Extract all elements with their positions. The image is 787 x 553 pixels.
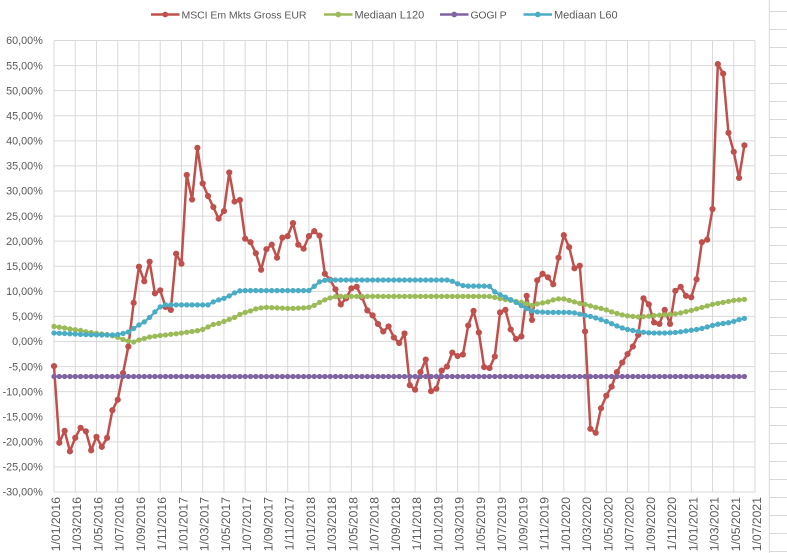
svg-text:MSCI Em Mkts Gross EUR: MSCI Em Mkts Gross EUR — [182, 9, 307, 21]
svg-text:1/01/2019: 1/01/2019 — [431, 497, 445, 551]
svg-text:15,00%: 15,00% — [6, 261, 43, 273]
svg-text:1/03/2016: 1/03/2016 — [70, 497, 84, 551]
svg-text:1/01/2020: 1/01/2020 — [559, 497, 573, 551]
svg-text:0,00%: 0,00% — [12, 336, 43, 348]
svg-text:1/01/2018: 1/01/2018 — [304, 497, 318, 551]
svg-text:50,00%: 50,00% — [6, 85, 43, 97]
svg-text:1/09/2018: 1/09/2018 — [389, 497, 403, 551]
svg-text:1/03/2018: 1/03/2018 — [325, 497, 339, 551]
svg-text:1/05/2021: 1/05/2021 — [729, 497, 743, 551]
svg-text:1/11/2020: 1/11/2020 — [665, 497, 679, 551]
svg-text:1/05/2018: 1/05/2018 — [346, 497, 360, 551]
svg-text:1/01/2021: 1/01/2021 — [686, 497, 700, 551]
svg-text:20,00%: 20,00% — [6, 236, 43, 248]
svg-text:-5,00%: -5,00% — [9, 361, 44, 373]
svg-text:-25,00%: -25,00% — [3, 462, 44, 474]
svg-text:1/11/2016: 1/11/2016 — [155, 497, 169, 551]
svg-text:1/07/2018: 1/07/2018 — [368, 497, 382, 551]
svg-text:Mediaan L120: Mediaan L120 — [355, 9, 425, 21]
svg-text:1/11/2017: 1/11/2017 — [283, 497, 297, 551]
svg-text:-15,00%: -15,00% — [3, 411, 44, 423]
svg-text:1/01/2017: 1/01/2017 — [176, 497, 190, 551]
svg-text:1/09/2016: 1/09/2016 — [134, 497, 148, 551]
svg-text:1/09/2019: 1/09/2019 — [516, 497, 530, 551]
svg-text:40,00%: 40,00% — [6, 136, 43, 148]
svg-text:25,00%: 25,00% — [6, 211, 43, 223]
svg-text:1/09/2017: 1/09/2017 — [261, 497, 275, 551]
svg-text:45,00%: 45,00% — [6, 110, 43, 122]
svg-text:Mediaan L60: Mediaan L60 — [554, 9, 618, 21]
svg-text:1/07/2017: 1/07/2017 — [240, 497, 254, 551]
svg-text:GOGI P: GOGI P — [471, 9, 507, 21]
svg-text:35,00%: 35,00% — [6, 161, 43, 173]
svg-text:5,00%: 5,00% — [12, 311, 43, 323]
svg-text:55,00%: 55,00% — [6, 60, 43, 72]
svg-text:1/03/2021: 1/03/2021 — [708, 497, 722, 551]
svg-text:1/07/2019: 1/07/2019 — [495, 497, 509, 551]
svg-text:1/09/2020: 1/09/2020 — [644, 497, 658, 551]
svg-text:1/05/2017: 1/05/2017 — [219, 497, 233, 551]
svg-text:1/11/2019: 1/11/2019 — [538, 497, 552, 551]
svg-text:-30,00%: -30,00% — [3, 487, 44, 499]
svg-text:10,00%: 10,00% — [6, 286, 43, 298]
svg-text:1/03/2019: 1/03/2019 — [453, 497, 467, 551]
svg-text:1/03/2020: 1/03/2020 — [580, 497, 594, 551]
svg-text:-20,00%: -20,00% — [3, 437, 44, 449]
svg-text:1/05/2019: 1/05/2019 — [474, 497, 488, 551]
svg-text:1/07/2020: 1/07/2020 — [623, 497, 637, 551]
svg-text:-10,00%: -10,00% — [3, 386, 44, 398]
svg-text:1/07/2021: 1/07/2021 — [750, 497, 764, 551]
svg-text:30,00%: 30,00% — [6, 186, 43, 198]
svg-text:1/07/2016: 1/07/2016 — [113, 497, 127, 551]
svg-text:1/05/2020: 1/05/2020 — [601, 497, 615, 551]
svg-text:60,00%: 60,00% — [6, 35, 43, 47]
svg-text:1/01/2016: 1/01/2016 — [49, 497, 63, 551]
svg-text:1/03/2017: 1/03/2017 — [198, 497, 212, 551]
svg-text:1/05/2016: 1/05/2016 — [91, 497, 105, 551]
svg-text:1/11/2018: 1/11/2018 — [410, 497, 424, 551]
